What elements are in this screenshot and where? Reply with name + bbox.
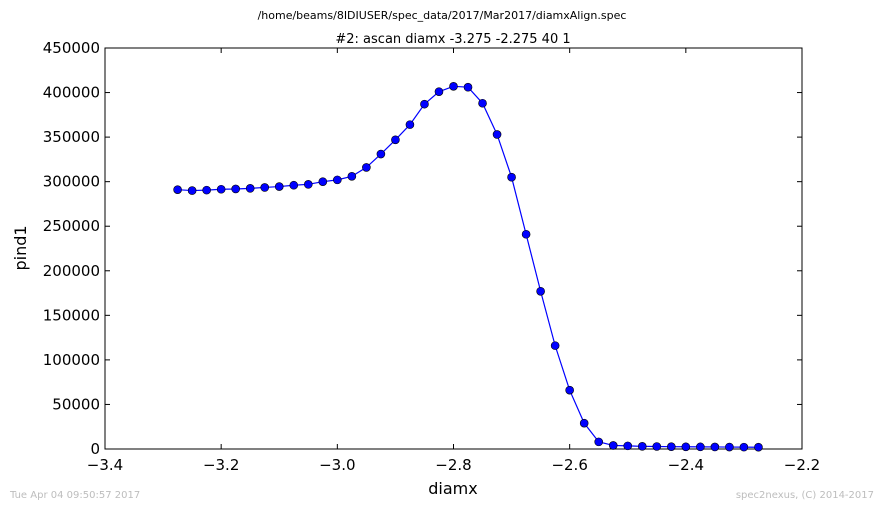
data-point — [507, 172, 516, 182]
timestamp-footer: Tue Apr 04 09:50:57 2017 — [9, 490, 140, 501]
data-point — [594, 437, 604, 447]
y-tick-label: 350000 — [43, 128, 100, 146]
data-point — [202, 185, 211, 195]
data-point — [521, 229, 531, 239]
data-point — [216, 184, 226, 194]
data-point — [231, 184, 240, 194]
plot-area-frame — [104, 47, 803, 450]
data-point — [187, 186, 197, 195]
data-point — [725, 442, 734, 452]
y-tick-label: 250000 — [43, 217, 100, 235]
data-point — [681, 442, 691, 452]
x-tick-label: −3.0 — [319, 456, 355, 474]
data-point — [434, 87, 444, 96]
data-point — [420, 99, 429, 109]
data-point — [739, 442, 749, 452]
axis-ticks: −3.4 −3.2 −3.0 −2.8 −2.6 −2.4 −2.2 0 50000 100000… — [43, 39, 820, 474]
data-point — [550, 341, 560, 350]
y-tick-label: 200000 — [43, 262, 100, 280]
data-point — [405, 120, 415, 129]
y-tick-label: 100000 — [43, 351, 100, 369]
data-point — [289, 180, 299, 190]
x-axis-label: diamx — [428, 479, 477, 498]
y-axis-label: pind1 — [11, 225, 30, 270]
data-point — [449, 82, 458, 91]
data-point — [710, 442, 720, 452]
data-point — [754, 442, 763, 452]
data-point — [245, 184, 255, 193]
data-point — [623, 441, 633, 451]
data-series — [173, 82, 763, 452]
data-point — [303, 180, 313, 189]
file-path-header: /home/beams/8IDIUSER/spec_data/2017/Mar2… — [258, 9, 627, 22]
data-point — [536, 286, 545, 296]
data-point — [260, 183, 270, 192]
data-point — [579, 418, 589, 428]
data-point — [376, 149, 386, 159]
data-point — [565, 385, 574, 395]
y-tick-label: 0 — [90, 440, 100, 458]
data-point — [318, 177, 328, 186]
y-tick-label: 400000 — [43, 84, 100, 102]
data-point — [478, 98, 487, 108]
data-point — [347, 172, 357, 181]
data-point — [667, 442, 676, 451]
data-point — [463, 82, 473, 92]
data-point — [637, 442, 647, 451]
x-tick-label: −3.4 — [87, 456, 123, 474]
data-point — [652, 442, 662, 451]
data-point — [608, 441, 618, 450]
x-tick-label: −3.2 — [203, 456, 239, 474]
x-tick-label: −2.8 — [435, 456, 471, 474]
data-point — [333, 175, 342, 185]
series-line — [177, 85, 759, 448]
x-tick-label: −2.6 — [551, 456, 587, 474]
chart-title: #2: ascan diamx -3.275 -2.275 40 1 — [335, 32, 570, 47]
y-tick-label: 450000 — [43, 39, 100, 57]
data-point — [362, 163, 371, 172]
y-tick-label: 150000 — [43, 306, 100, 324]
credit-footer: spec2nexus, (C) 2014-2017 — [736, 490, 874, 501]
y-tick-label: 300000 — [43, 173, 100, 191]
data-point — [492, 130, 502, 139]
data-point — [274, 182, 284, 191]
x-tick-label: −2.4 — [668, 456, 704, 474]
data-point — [173, 185, 182, 194]
data-point — [696, 442, 705, 452]
x-tick-label: −2.2 — [784, 456, 820, 474]
y-tick-label: 50000 — [52, 395, 100, 413]
data-point — [391, 135, 400, 145]
